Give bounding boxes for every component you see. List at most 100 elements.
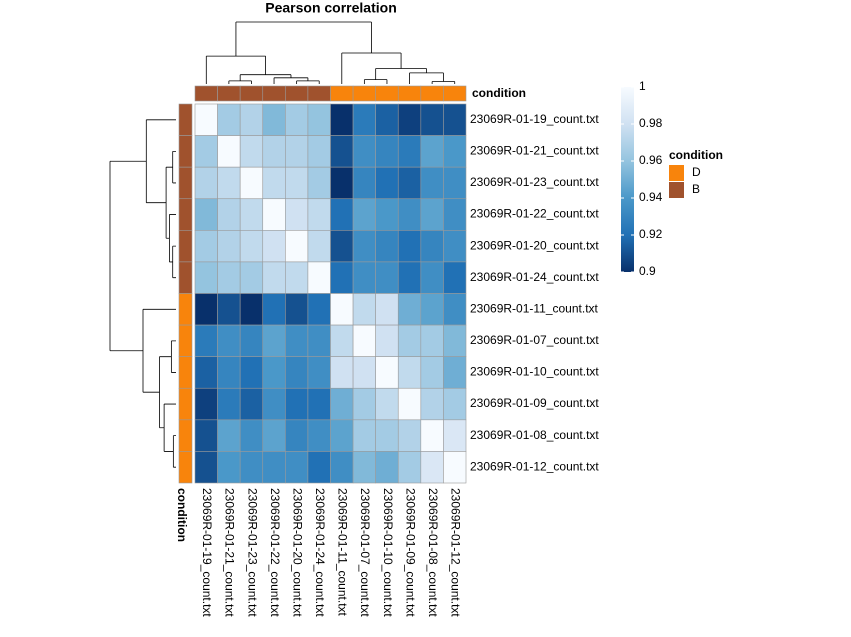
heatmap-cell xyxy=(194,261,218,294)
heatmap-cell xyxy=(375,419,399,452)
col-label: 23069R-01-10_count.txt xyxy=(381,488,395,617)
heatmap-cell xyxy=(443,230,467,263)
row-label: 23069R-01-09_count.txt xyxy=(470,396,599,410)
heatmap-cell xyxy=(443,135,467,168)
heatmap-cell xyxy=(330,166,354,200)
heatmap-cell xyxy=(420,198,444,231)
heatmap-cell xyxy=(397,356,422,389)
colorbar-tick-label: 0.96 xyxy=(639,153,663,167)
heatmap-cell xyxy=(420,356,444,389)
heatmap-cell xyxy=(285,324,309,357)
heatmap-cell xyxy=(420,451,444,484)
heatmap-cell xyxy=(239,198,264,231)
heatmap-cell xyxy=(352,103,376,136)
heatmap-cell xyxy=(239,261,264,294)
heatmap-cell xyxy=(397,261,422,294)
heatmap-cell xyxy=(217,103,241,136)
heatmap-cell xyxy=(262,230,286,263)
heatmap-cell xyxy=(262,166,286,200)
row-annotation-cell xyxy=(178,387,193,421)
heatmap-cell xyxy=(217,387,241,421)
heatmap-cell xyxy=(217,166,241,200)
heatmap-cell xyxy=(330,135,354,168)
heatmap-cell xyxy=(217,293,241,326)
legend-label: D xyxy=(692,165,701,179)
heatmap-cell xyxy=(443,166,467,200)
heatmap-cell xyxy=(307,103,331,136)
col-annotation-cell xyxy=(330,85,354,102)
heatmap-cell xyxy=(194,387,218,421)
heatmap-cell xyxy=(443,356,467,389)
heatmap-cell xyxy=(352,198,376,231)
row-label: 23069R-01-10_count.txt xyxy=(470,365,599,379)
heatmap-cell xyxy=(217,198,241,231)
heatmap-cell xyxy=(307,419,331,452)
heatmap-cell xyxy=(443,261,467,294)
heatmap-cell xyxy=(375,293,399,326)
col-annotation-cell xyxy=(375,85,399,102)
heatmap-cell xyxy=(307,198,331,231)
heatmap-cell xyxy=(239,451,264,484)
col-annotation-cell xyxy=(443,85,467,102)
heatmap-cell xyxy=(194,419,218,452)
col-annotation-cell xyxy=(217,85,241,102)
legend-swatch xyxy=(669,182,684,198)
col-label: 23069R-01-11_count.txt xyxy=(336,488,350,617)
heatmap-cell xyxy=(420,387,444,421)
heatmap-cell xyxy=(420,261,444,294)
row-annotation-cell xyxy=(178,135,193,168)
heatmap-cell xyxy=(397,324,422,357)
heatmap-cell xyxy=(194,451,218,484)
col-annotation-cell xyxy=(239,85,264,102)
heatmap-cell xyxy=(239,166,264,200)
heatmap-cell xyxy=(262,103,286,136)
heatmap-cell xyxy=(420,324,444,357)
heatmap-cell xyxy=(352,356,376,389)
heatmap-cell xyxy=(375,387,399,421)
heatmap-cell xyxy=(352,419,376,452)
heatmap-cell xyxy=(397,451,422,484)
row-annotation-cell xyxy=(178,419,193,452)
heatmap-cell xyxy=(443,103,467,136)
heatmap-cell xyxy=(239,419,264,452)
legend-title: condition xyxy=(669,148,723,162)
heatmap-cell xyxy=(375,103,399,136)
col-label: 23069R-01-07_count.txt xyxy=(358,488,372,617)
heatmap-cell xyxy=(262,293,286,326)
row-annotation-cell xyxy=(178,103,193,136)
heatmap-cell xyxy=(375,451,399,484)
heatmap-cell xyxy=(285,451,309,484)
heatmap-cell xyxy=(239,103,264,136)
heatmap-cell xyxy=(194,230,218,263)
row-label: 23069R-01-22_count.txt xyxy=(470,207,599,221)
heatmap-cell xyxy=(217,356,241,389)
row-annotation-cell xyxy=(178,230,193,263)
col-dendrogram xyxy=(205,21,456,84)
colorbar-tick-label: 1 xyxy=(639,79,646,93)
heatmap-cell xyxy=(330,356,354,389)
row-annotation-cell xyxy=(178,451,193,484)
col-label: 23069R-01-24_count.txt xyxy=(313,488,327,617)
heatmap-cell xyxy=(239,135,264,168)
col-annotation-cell xyxy=(397,85,422,102)
heatmap-cell xyxy=(443,387,467,421)
heatmap-cell xyxy=(420,135,444,168)
heatmap-cell xyxy=(262,324,286,357)
heatmap-cell xyxy=(397,198,422,231)
heatmap-cell xyxy=(375,166,399,200)
heatmap-cell xyxy=(375,135,399,168)
row-label: 23069R-01-21_count.txt xyxy=(470,144,599,158)
row-label: 23069R-01-08_count.txt xyxy=(470,428,599,442)
heatmap-cell xyxy=(307,230,331,263)
row-dendrogram xyxy=(109,119,176,468)
heatmap-cell xyxy=(352,261,376,294)
heatmap-cell xyxy=(285,387,309,421)
row-label: 23069R-01-23_count.txt xyxy=(470,175,599,189)
heatmap-cell xyxy=(307,387,331,421)
col-label: 23069R-01-08_count.txt xyxy=(426,488,440,617)
heatmap-cell xyxy=(239,387,264,421)
legend-swatch xyxy=(669,165,684,181)
heatmap-cell xyxy=(262,198,286,231)
heatmap-cell xyxy=(397,293,422,326)
